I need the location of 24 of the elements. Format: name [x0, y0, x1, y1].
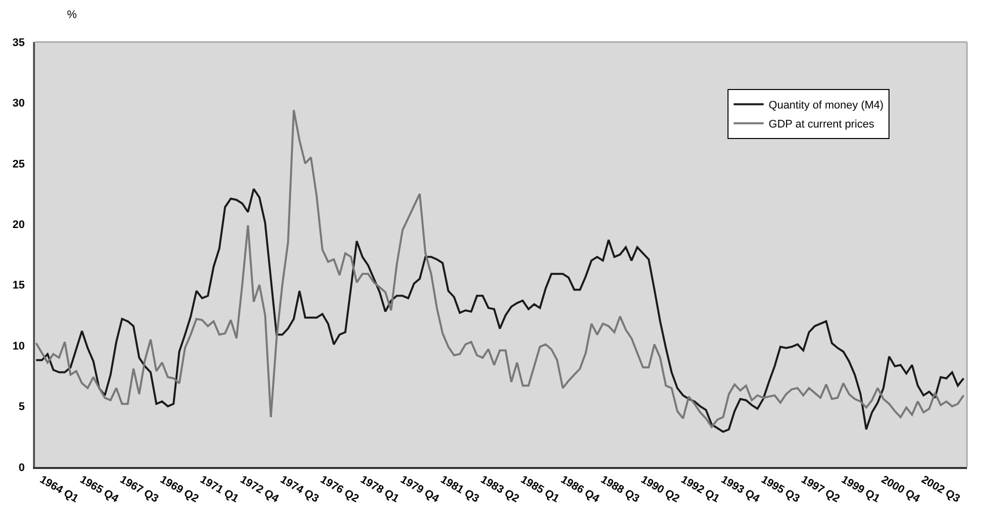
y-tick-label: 20 [12, 218, 25, 231]
x-tick-label: 1971 Q1 [198, 474, 240, 506]
x-tick-label: 1985 Q1 [518, 474, 562, 506]
x-tick-label: 1978 Q1 [358, 474, 401, 506]
y-tick-label: 35 [12, 36, 25, 49]
line-series [35, 188, 965, 433]
x-tick-label: 1999 Q1 [839, 474, 882, 506]
x-tick-label: 1992 Q1 [678, 474, 722, 506]
y-tick-label: 15 [12, 280, 25, 292]
x-tick-label: 1964 Q1 [38, 474, 80, 506]
x-tick-label: 1997 Q2 [799, 474, 842, 506]
x-tick-label: 1983 Q2 [478, 474, 521, 506]
x-tick-label: 1990 Q2 [638, 474, 682, 506]
x-tick-label: 1976 Q2 [318, 474, 361, 506]
y-tick-label: 10 [12, 340, 25, 352]
y-tick-label: 0 [18, 462, 25, 474]
y-tick-label: 25 [12, 158, 25, 170]
y-axis-title: % [67, 9, 77, 21]
y-tick-label: 30 [12, 98, 25, 110]
legend-label: GDP at current prices [768, 118, 875, 131]
line-series [35, 109, 965, 428]
legend-label: Quantity of money (M4) [768, 100, 884, 112]
y-tick-label: 5 [18, 401, 25, 414]
x-tick-label: 1969 Q2 [158, 474, 200, 506]
